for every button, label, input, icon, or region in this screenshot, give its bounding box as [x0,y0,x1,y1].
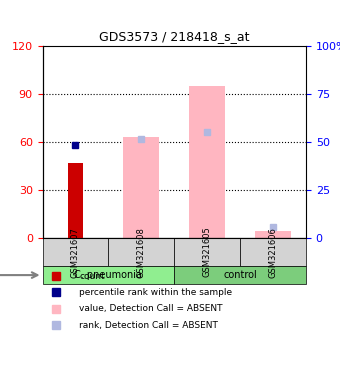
Bar [68,163,83,238]
Bar [240,238,306,266]
Text: value, Detection Call = ABSENT: value, Detection Call = ABSENT [79,305,223,313]
Text: count: count [79,271,105,281]
Bar [42,238,108,266]
Text: GSM321606: GSM321606 [269,227,277,278]
Text: control: control [223,270,257,280]
Bar [123,137,159,238]
Text: C. pneumonia: C. pneumonia [74,270,142,280]
Text: GSM321607: GSM321607 [71,227,80,278]
Bar [189,86,225,238]
Bar [174,266,306,284]
Title: GDS3573 / 218418_s_at: GDS3573 / 218418_s_at [99,30,250,43]
Bar [42,266,174,284]
Bar [174,238,240,266]
Bar [255,231,291,238]
Text: rank, Detection Call = ABSENT: rank, Detection Call = ABSENT [79,321,218,330]
Bar [108,238,174,266]
Text: GSM321608: GSM321608 [137,227,146,278]
Text: percentile rank within the sample: percentile rank within the sample [79,288,233,297]
Text: GSM321605: GSM321605 [203,227,212,278]
